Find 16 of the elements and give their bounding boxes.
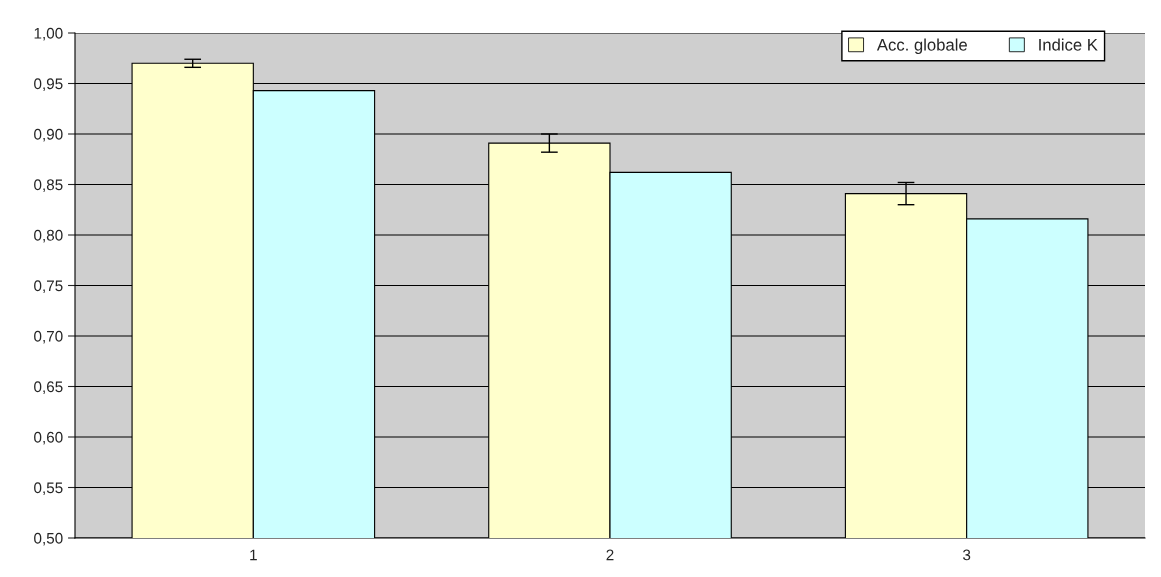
y-tick-label: 1,00 [34,27,63,41]
x-tick-label: 1 [250,549,257,561]
y-tick-label: 0,90 [34,128,63,142]
y-tick-label: 0,65 [34,381,63,394]
x-tick-label: 3 [963,549,971,561]
y-tick-label: 0,60 [34,431,63,445]
legend-label: Acc. globale [876,38,967,55]
y-tick-label: 0,95 [34,78,63,91]
y-tick-label: 0,70 [34,330,63,344]
y-tick-label: 0,75 [34,280,63,293]
y-tick-label: 0,55 [34,482,63,495]
legend-label: Indice K [1039,38,1098,51]
y-tick-label: 0,80 [34,229,63,243]
y-tick-label: 0,85 [34,179,63,192]
y-tick-label: 0,50 [34,532,63,546]
x-tick-label: 2 [606,549,614,561]
